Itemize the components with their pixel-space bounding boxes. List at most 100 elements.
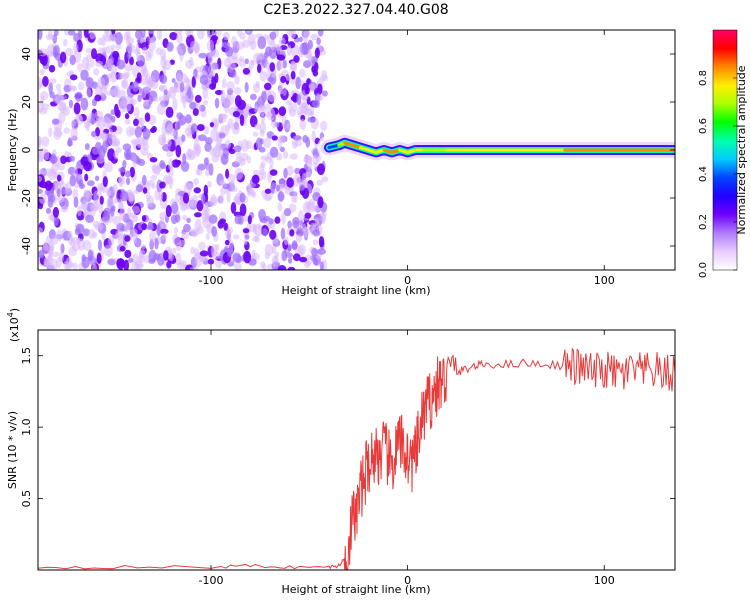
noise-speckle <box>301 41 310 55</box>
noise-speckle <box>303 30 311 37</box>
noise-speckle <box>237 99 246 110</box>
noise-speckle <box>165 106 174 118</box>
noise-speckle <box>123 100 132 112</box>
noise-speckle <box>247 33 256 46</box>
noise-speckle <box>190 40 199 51</box>
snr-frame <box>37 329 676 571</box>
noise-speckle <box>294 167 301 175</box>
noise-speckle <box>67 137 72 147</box>
noise-speckle <box>194 212 202 218</box>
noise-speckle <box>231 35 237 47</box>
noise-speckle <box>38 227 43 234</box>
y-tick-label: 0.5 <box>20 490 33 508</box>
noise-speckle <box>150 174 158 181</box>
noise-speckle <box>56 174 62 182</box>
noise-speckle <box>282 89 287 96</box>
noise-speckle <box>234 214 242 225</box>
noise-speckle <box>80 156 90 166</box>
noise-speckle <box>133 118 139 127</box>
noise-speckle <box>92 220 101 228</box>
noise-speckle <box>297 244 306 256</box>
noise-speckle <box>206 180 213 188</box>
noise-speckle <box>262 137 272 148</box>
noise-speckle <box>148 30 155 34</box>
noise-speckle <box>236 150 242 159</box>
snr-y-ticks: 0.5 1.0 1.5 <box>20 347 675 507</box>
noise-speckle <box>38 30 43 40</box>
noise-speckle <box>115 42 122 50</box>
noise-speckle <box>43 259 50 267</box>
noise-speckle <box>310 33 319 41</box>
noise-speckle <box>317 196 324 209</box>
noise-speckle <box>249 93 257 101</box>
noise-speckle <box>132 155 137 168</box>
noise-speckle <box>243 239 248 245</box>
noise-speckle <box>196 124 205 132</box>
noise-speckle <box>52 206 60 218</box>
noise-speckle <box>159 181 166 189</box>
noise-speckle <box>191 76 196 88</box>
noise-speckle <box>68 99 74 109</box>
noise-speckle <box>224 139 231 149</box>
noise-speckle <box>302 201 311 215</box>
noise-speckle <box>186 217 191 224</box>
noise-speckle <box>60 155 67 165</box>
noise-speckle <box>142 187 148 194</box>
spectrogram-x-ticks: -100 0 100 <box>199 30 615 287</box>
noise-speckle <box>136 51 142 62</box>
noise-speckle <box>210 35 219 42</box>
noise-speckle <box>112 215 121 226</box>
x-tick-label: 100 <box>594 274 615 287</box>
noise-speckle <box>301 223 307 232</box>
noise-speckle <box>106 57 114 70</box>
noise-speckle <box>77 174 83 180</box>
noise-speckle <box>302 60 312 69</box>
noise-speckle <box>131 261 140 270</box>
noise-speckle <box>135 184 144 193</box>
noise-speckle <box>264 188 272 194</box>
noise-speckle <box>285 75 292 81</box>
noise-speckle <box>209 196 218 207</box>
noise-speckle <box>158 189 164 202</box>
noise-speckle <box>48 82 54 95</box>
noise-speckle <box>199 74 209 86</box>
noise-speckle <box>124 235 131 242</box>
noise-speckle <box>204 137 213 145</box>
colorbar-tick-label: 0.6 <box>698 118 709 134</box>
noise-speckle <box>93 68 100 76</box>
noise-speckle <box>291 102 298 113</box>
noise-speckle <box>252 223 257 235</box>
noise-speckle <box>226 93 232 100</box>
noise-speckle <box>289 153 298 160</box>
noise-speckle <box>141 223 148 231</box>
noise-speckle <box>110 206 115 217</box>
noise-speckle <box>170 198 176 205</box>
noise-speckle <box>131 81 139 92</box>
noise-speckle <box>42 76 49 87</box>
noise-speckle <box>68 84 76 91</box>
noise-speckle <box>162 59 172 71</box>
noise-speckle <box>267 76 275 83</box>
noise-speckle <box>307 39 314 50</box>
noise-speckle <box>53 30 59 37</box>
noise-speckle <box>166 123 174 135</box>
noise-speckle <box>320 120 328 131</box>
noise-speckle <box>38 107 48 115</box>
noise-speckle <box>63 38 68 47</box>
noise-speckle <box>301 187 310 200</box>
x-tick-label: 100 <box>594 574 615 587</box>
noise-speckle <box>47 197 54 208</box>
noise-speckle <box>304 86 310 95</box>
noise-speckle <box>63 30 70 36</box>
y-tick-label: 0 <box>20 147 33 154</box>
noise-speckle <box>123 222 131 233</box>
noise-speckle <box>276 184 281 192</box>
noise-speckle <box>316 94 324 101</box>
noise-speckle <box>211 226 218 237</box>
noise-speckle <box>132 253 139 264</box>
noise-speckle <box>248 59 255 70</box>
noise-speckle <box>121 78 129 90</box>
noise-speckle <box>53 181 58 191</box>
noise-speckle <box>203 184 209 197</box>
noise-speckle <box>108 134 117 147</box>
